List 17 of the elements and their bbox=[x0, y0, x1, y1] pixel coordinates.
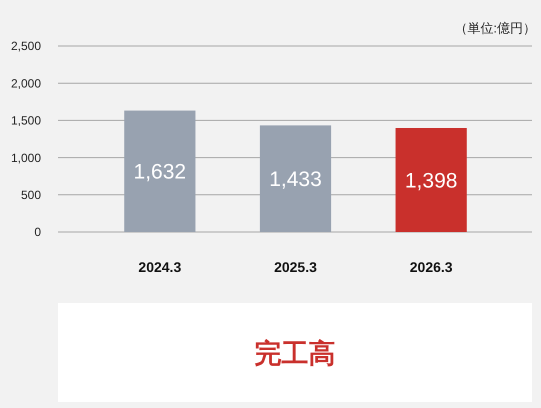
bar bbox=[396, 128, 467, 232]
y-tick-label: 1,000 bbox=[10, 150, 42, 165]
y-tick-label: 500 bbox=[20, 188, 42, 202]
text: 完工高 bbox=[254, 338, 336, 368]
data-label: 1,632 bbox=[134, 160, 186, 184]
y-tick-label: 1,500 bbox=[10, 114, 42, 128]
y-tick-label: 2,500 bbox=[10, 39, 42, 54]
x-tick-label: 2024.3 bbox=[138, 258, 182, 275]
y-tick-label: 2,000 bbox=[10, 76, 42, 90]
x-tick-label: 2025.3 bbox=[274, 258, 318, 275]
data-label: 1,398 bbox=[404, 169, 458, 192]
bar bbox=[124, 110, 196, 232]
y-tick-label: 0 bbox=[34, 225, 42, 240]
x-tick-label: 2026.3 bbox=[410, 258, 453, 275]
data-label: 1,433 bbox=[269, 168, 322, 192]
y-axis-title: （単位:億円） bbox=[454, 20, 536, 36]
bar bbox=[260, 125, 332, 232]
